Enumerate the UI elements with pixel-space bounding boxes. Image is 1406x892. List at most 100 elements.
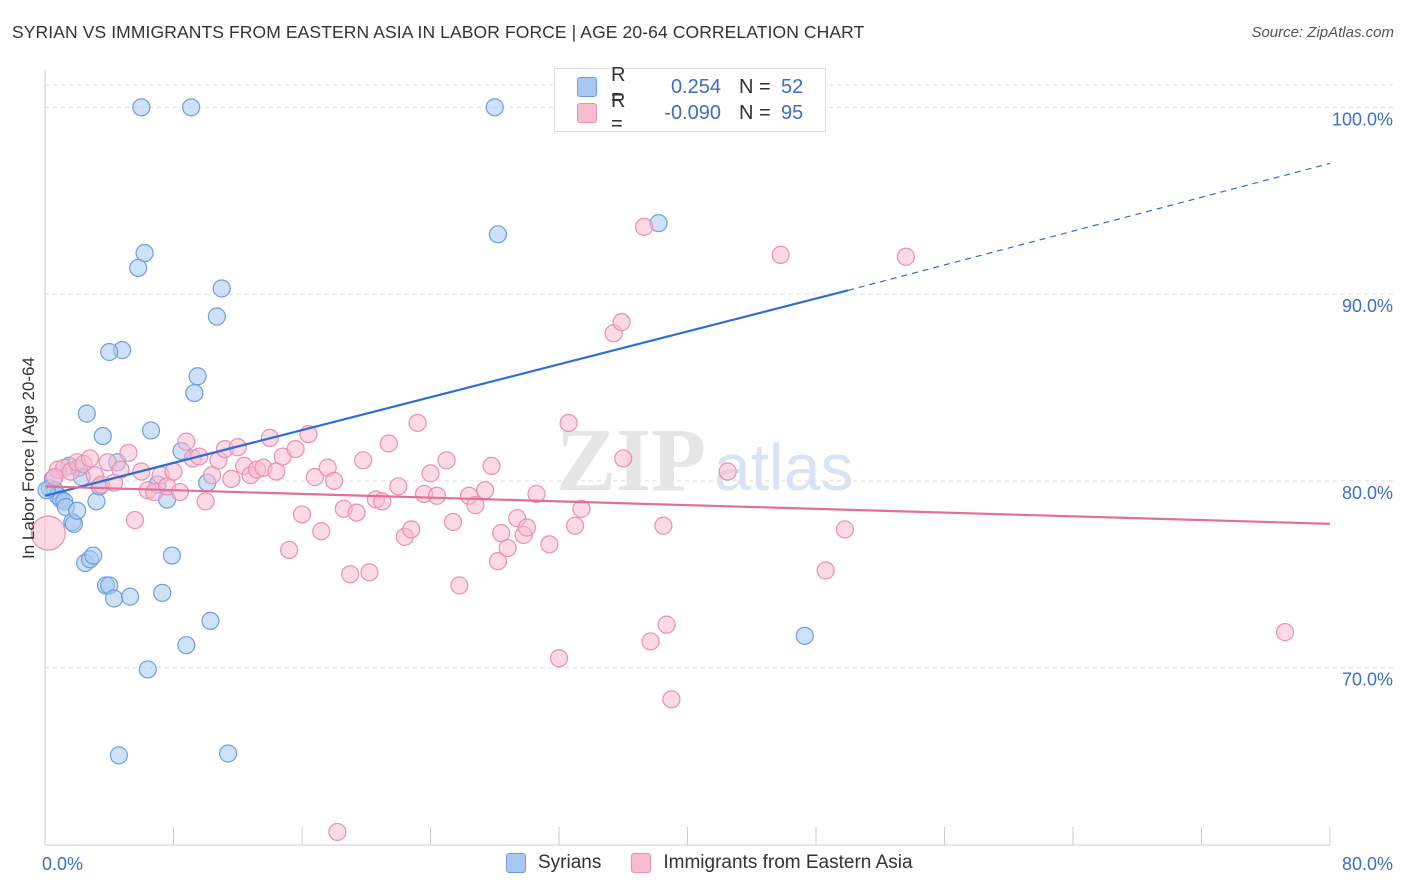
eastern-asia-point — [177, 432, 196, 451]
syrian-point — [177, 636, 196, 655]
syrian-point — [219, 744, 238, 763]
eastern-asia-point — [353, 451, 373, 470]
watermark-atlas: atlas — [714, 430, 853, 504]
eastern-asia-point — [443, 512, 463, 532]
syrian-point — [188, 367, 207, 386]
syrian-point — [77, 404, 96, 423]
syrian-point — [87, 492, 106, 511]
syrian-point — [185, 383, 204, 403]
eastern-asia-point — [325, 471, 344, 490]
eastern-asia-point — [312, 522, 331, 541]
eastern-asia-point — [540, 535, 559, 554]
eastern-asia-point — [816, 561, 835, 580]
eastern-asia-point — [389, 477, 408, 496]
syrian-trend-line — [44, 289, 849, 497]
eastern-asia-point — [549, 649, 569, 668]
eastern-asia-point — [662, 690, 681, 709]
syrian-point — [201, 611, 220, 631]
eastern-asia-point — [222, 469, 241, 489]
syrian-point — [795, 626, 814, 645]
eastern-asia-point — [360, 563, 379, 582]
y-tick-label: 100.0% — [1332, 109, 1393, 129]
legend-row-syrians: R = 0.254 N = 52 — [577, 64, 803, 109]
eastern-asia-point — [328, 822, 347, 842]
eastern-asia-trend-line — [44, 485, 1331, 525]
eastern-asia-point — [476, 481, 495, 500]
syrian-point — [153, 583, 172, 602]
legend-swatch-blue — [577, 77, 597, 97]
syrian-point — [129, 258, 148, 278]
data-points — [30, 98, 1295, 842]
n-label: N = — [739, 75, 771, 98]
legend-item-eastern-asia[interactable]: Immigrants from Eastern Asia — [631, 852, 913, 874]
stats-legend: R = 0.254 N = 52 R = -0.090 N = 95 — [554, 64, 826, 135]
eastern-asia-point — [402, 520, 421, 539]
eastern-asia-point — [771, 245, 790, 264]
eastern-asia-point — [341, 565, 360, 584]
eastern-asia-point — [119, 443, 138, 462]
eastern-asia-point — [45, 468, 64, 487]
eastern-asia-point — [498, 538, 517, 558]
eastern-asia-point — [30, 515, 66, 551]
eastern-asia-point — [517, 518, 536, 537]
eastern-asia-point — [379, 434, 398, 453]
syrian-point — [109, 746, 128, 765]
eastern-asia-point — [450, 576, 469, 595]
grid-lines — [45, 84, 1394, 669]
eastern-asia-point — [559, 413, 578, 433]
eastern-asia-point — [718, 462, 737, 481]
eastern-asia-point — [482, 456, 501, 476]
eastern-asia-point — [614, 449, 633, 468]
y-tick-label: 70.0% — [1342, 670, 1393, 690]
legend-label-syrians: Syrians — [538, 852, 602, 873]
syrian-point — [68, 501, 87, 520]
eastern-asia-point — [896, 247, 916, 266]
eastern-asia-point — [80, 449, 100, 468]
syrian-point — [488, 225, 508, 244]
n-label: N = — [739, 101, 771, 124]
eastern-asia-point — [347, 503, 366, 522]
axis-labels: 70.0% 80.0% 90.0% 100.0% 0.0% 80.0% — [42, 109, 1393, 874]
eastern-asia-point — [635, 217, 654, 236]
trend-lines — [44, 162, 1331, 525]
legend-swatch-blue — [506, 853, 526, 873]
syrian-point — [132, 98, 151, 117]
eastern-asia-point — [654, 516, 673, 535]
eastern-asia-point — [196, 492, 215, 511]
legend-swatch-pink — [577, 103, 597, 123]
eastern-asia-point — [286, 439, 305, 459]
r-value: 0.254 — [670, 75, 721, 98]
eastern-asia-point — [641, 632, 660, 651]
eastern-asia-point — [488, 552, 508, 571]
legend-row-eastern-asia: R = -0.090 N = 95 — [577, 90, 804, 135]
eastern-asia-point — [657, 615, 676, 634]
syrian-point — [212, 279, 231, 298]
n-value: 95 — [781, 101, 804, 124]
syrian-trend-extension — [847, 162, 1331, 291]
y-axis-title: In Labor Force | Age 20-64 — [19, 357, 38, 559]
syrian-point — [162, 546, 181, 565]
eastern-asia-point — [125, 510, 145, 530]
syrian-point — [207, 307, 226, 326]
eastern-asia-point — [421, 464, 440, 483]
eastern-asia-point — [292, 505, 312, 524]
legend-item-syrians[interactable]: Syrians — [506, 852, 601, 874]
y-tick-label: 90.0% — [1342, 296, 1393, 316]
y-tick-label: 80.0% — [1342, 483, 1393, 503]
eastern-asia-point — [170, 482, 190, 502]
r-label: R = — [611, 64, 626, 109]
series-legend: Syrians Immigrants from Eastern Asia — [506, 852, 943, 874]
r-value: -0.090 — [664, 101, 721, 124]
eastern-asia-point — [408, 413, 427, 433]
eastern-asia-point — [565, 516, 585, 535]
syrian-point — [121, 587, 140, 606]
eastern-asia-point — [835, 520, 855, 539]
syrian-point — [485, 98, 504, 117]
r-label: R = — [611, 90, 626, 135]
eastern-asia-point — [466, 496, 485, 515]
axes — [44, 70, 1331, 846]
legend-swatch-pink — [631, 853, 652, 873]
chart-title: SYRIAN VS IMMIGRANTS FROM EASTERN ASIA I… — [12, 22, 865, 42]
eastern-asia-point — [527, 484, 546, 504]
